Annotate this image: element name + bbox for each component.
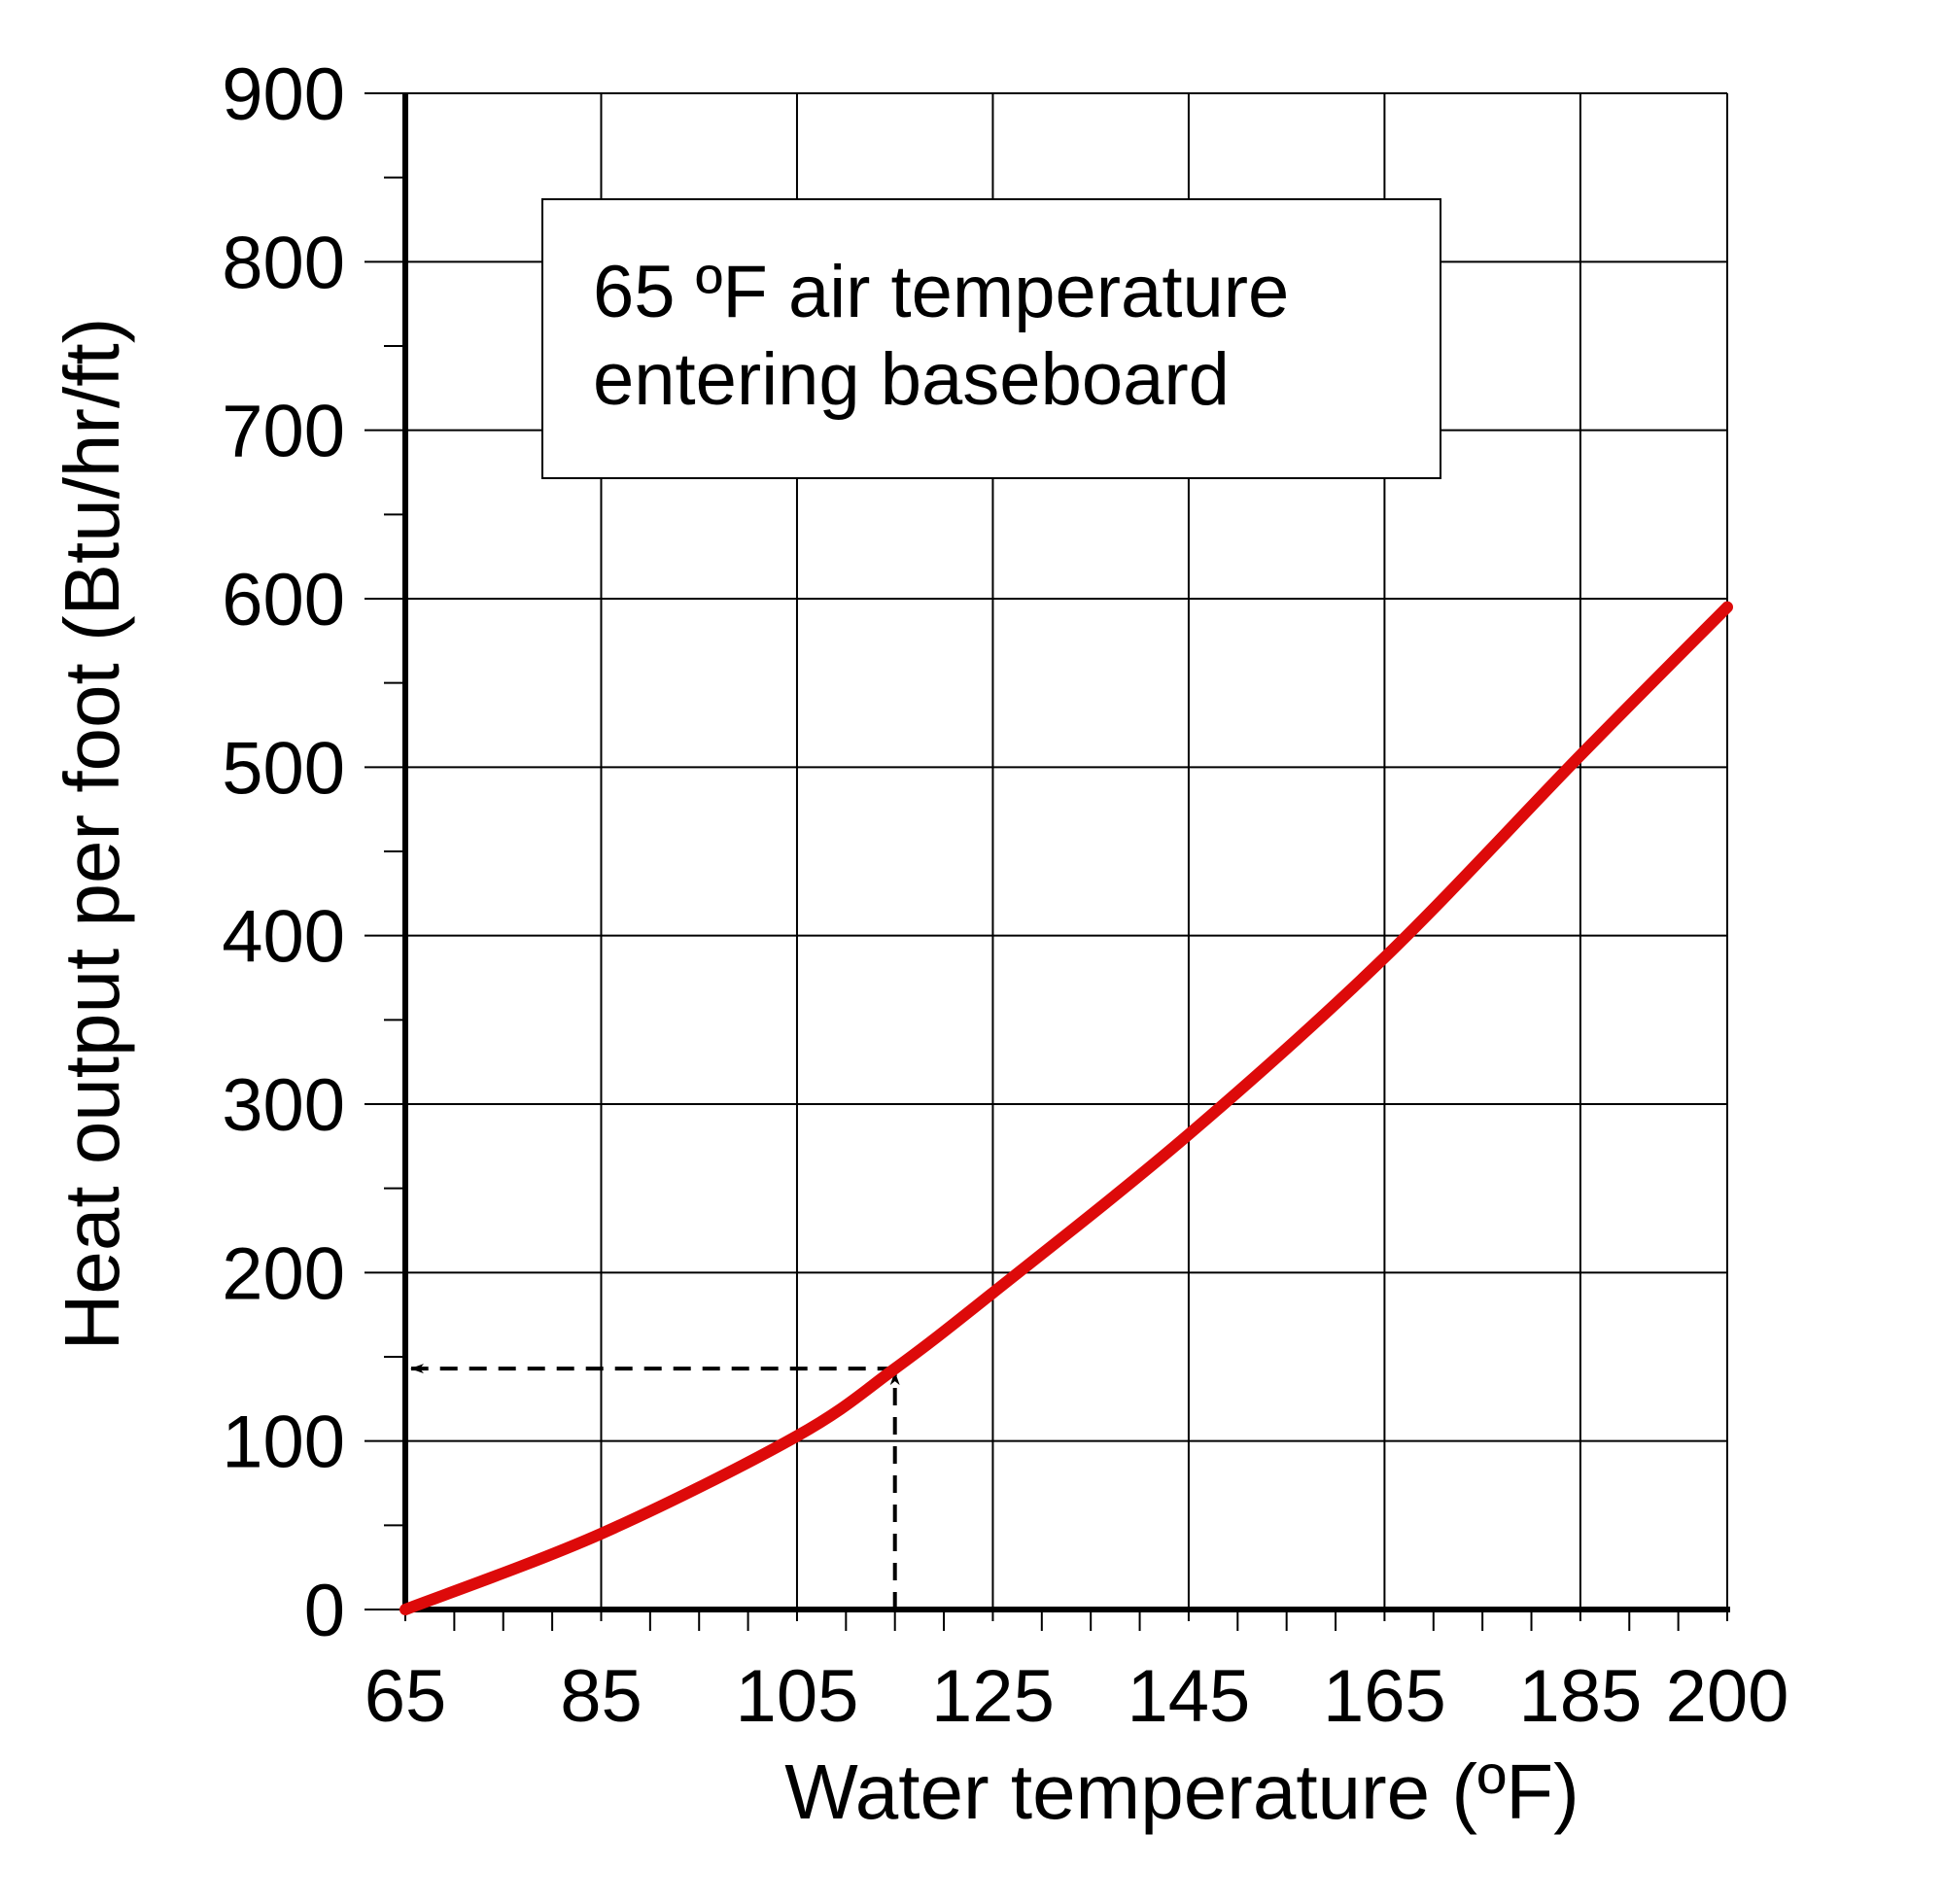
y-tick-label: 0 xyxy=(304,1570,345,1652)
y-tick-label: 600 xyxy=(222,559,345,641)
y-tick-label: 400 xyxy=(222,896,345,979)
y-tick-label: 500 xyxy=(222,727,345,810)
y-axis-label: Heat output per foot (Btu/hr/ft) xyxy=(49,318,135,1351)
x-tick-label: 125 xyxy=(931,1655,1055,1738)
x-tick-label: 145 xyxy=(1128,1655,1251,1738)
y-tick-label: 200 xyxy=(222,1232,345,1315)
y-tick-label: 700 xyxy=(222,391,345,473)
x-axis-label: Water temperature (ºF) xyxy=(784,1748,1580,1835)
x-tick-label: 65 xyxy=(364,1655,447,1738)
y-tick-label: 300 xyxy=(222,1064,345,1147)
x-tick-label: 105 xyxy=(736,1655,859,1738)
y-tick-label: 100 xyxy=(222,1402,345,1484)
x-tick-label: 165 xyxy=(1323,1655,1446,1738)
x-tick-label: 85 xyxy=(560,1655,642,1738)
x-tick-label: 200 xyxy=(1666,1655,1789,1738)
series-line xyxy=(399,601,1733,1615)
x-tick-label: 185 xyxy=(1518,1655,1642,1738)
y-tick-label: 900 xyxy=(222,53,345,136)
annotation-box xyxy=(541,198,1441,479)
y-tick-label: 800 xyxy=(222,222,345,304)
annotation-text: entering baseboard xyxy=(593,338,1230,421)
annotation-text: 65 ºF air temperature xyxy=(593,251,1289,333)
